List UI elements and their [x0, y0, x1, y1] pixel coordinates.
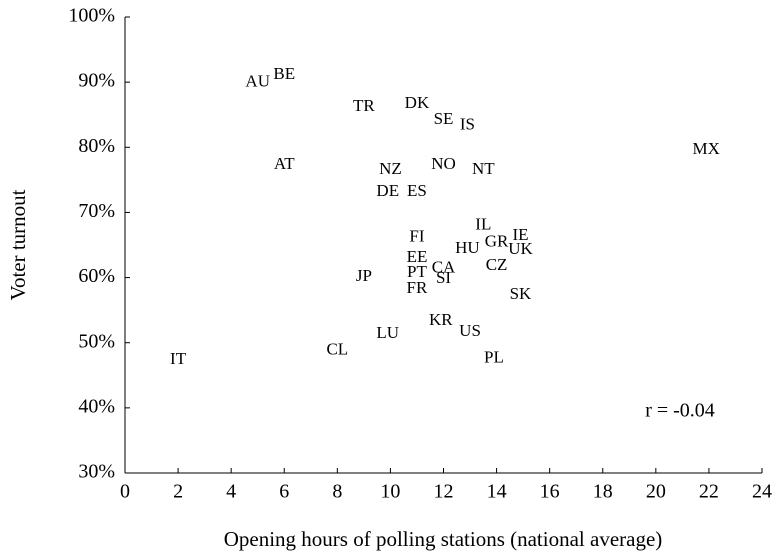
- point-label: HU: [455, 238, 480, 257]
- y-tick-label: 50%: [78, 330, 115, 352]
- point-label: IS: [460, 115, 475, 134]
- x-axis-title: Opening hours of polling stations (natio…: [224, 527, 663, 551]
- point-label: SI: [436, 268, 451, 287]
- point-label: DK: [405, 93, 430, 112]
- x-tick-label: 24: [752, 481, 772, 503]
- point-label: PL: [484, 347, 504, 366]
- point-label: GR: [485, 231, 509, 250]
- point-label: CL: [326, 339, 348, 358]
- point-label: DE: [376, 181, 399, 200]
- x-tick-label: 10: [380, 481, 400, 503]
- point-label: SK: [510, 284, 532, 303]
- y-axis-title: Voter turnout: [6, 189, 30, 300]
- point-label: NZ: [379, 159, 402, 178]
- point-label: JP: [356, 266, 372, 285]
- point-label: IT: [170, 349, 187, 368]
- x-tick-label: 20: [646, 481, 666, 503]
- x-tick-label: 14: [487, 481, 507, 503]
- point-label: ES: [407, 181, 427, 200]
- x-tick-label: 6: [279, 481, 289, 503]
- point-label: IE: [512, 225, 528, 244]
- point-label: CA: [432, 257, 456, 276]
- x-tick-label: 22: [699, 481, 719, 503]
- y-tick-label: 70%: [78, 200, 115, 222]
- annotation: r = -0.04: [645, 400, 715, 422]
- point-label: NO: [431, 154, 456, 173]
- x-tick-label: 12: [434, 481, 454, 503]
- point-label: US: [459, 321, 481, 340]
- point-label: FR: [407, 278, 428, 297]
- y-tick-label: 60%: [78, 265, 115, 287]
- y-tick-label: 40%: [78, 395, 115, 417]
- point-label: FI: [409, 227, 424, 246]
- y-tick-label: 30%: [78, 461, 115, 483]
- point-label: UK: [508, 239, 533, 258]
- y-tick-label: 100%: [68, 5, 115, 27]
- x-tick-label: 8: [332, 481, 342, 503]
- point-label: IL: [475, 214, 491, 233]
- x-tick-label: 18: [593, 481, 613, 503]
- point-label: CZ: [486, 255, 508, 274]
- point-label: NT: [472, 159, 495, 178]
- point-label: SE: [434, 109, 454, 128]
- x-tick-label: 16: [540, 481, 560, 503]
- y-tick-label: 80%: [78, 135, 115, 157]
- point-label: EE: [407, 247, 428, 266]
- x-tick-label: 0: [120, 481, 130, 503]
- point-label: AU: [245, 72, 270, 91]
- x-tick-label: 2: [173, 481, 183, 503]
- y-tick-label: 90%: [78, 70, 115, 92]
- x-tick-label: 4: [226, 481, 236, 503]
- point-label: PT: [407, 262, 427, 281]
- point-label: AT: [274, 154, 295, 173]
- point-label: MX: [693, 139, 720, 158]
- point-label: KR: [429, 310, 453, 329]
- point-label: BE: [273, 64, 295, 83]
- point-label: LU: [376, 323, 399, 342]
- point-label: TR: [353, 96, 375, 115]
